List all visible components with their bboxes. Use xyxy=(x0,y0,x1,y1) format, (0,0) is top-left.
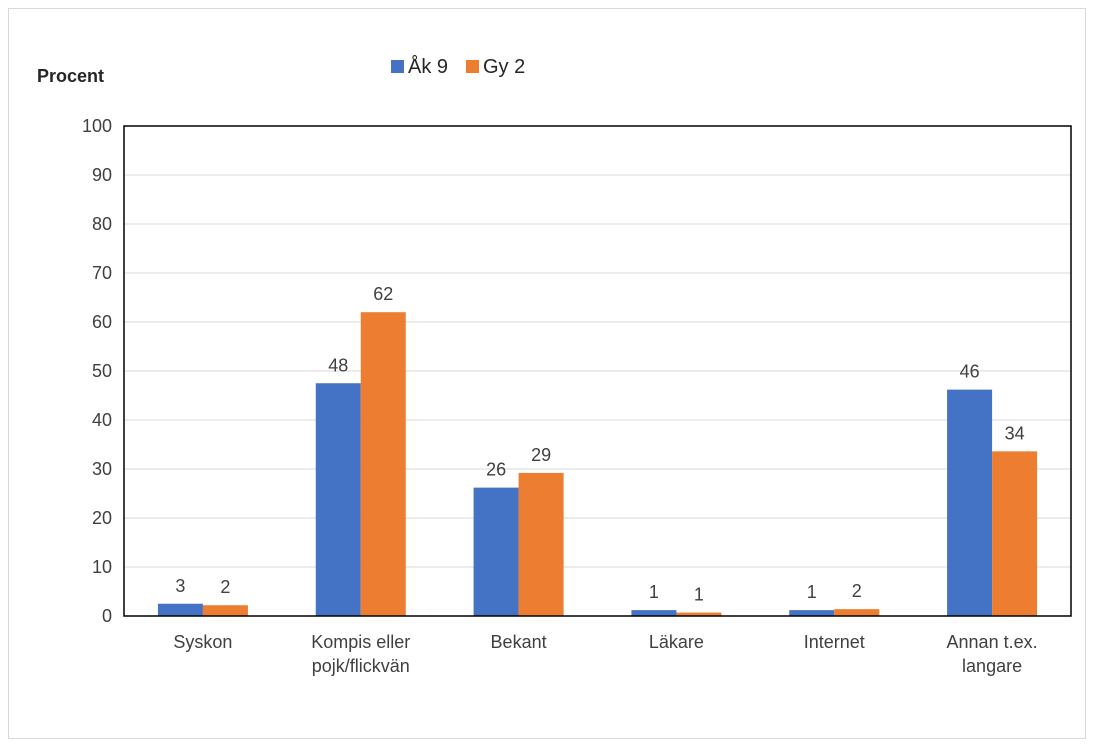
bar xyxy=(315,383,361,616)
data-label: 48 xyxy=(328,355,348,375)
y-tick-label: 40 xyxy=(92,410,112,430)
y-tick-label: 60 xyxy=(92,312,112,332)
y-tick-label: 10 xyxy=(92,557,112,577)
data-label: 1 xyxy=(807,582,817,602)
category-label: pojk/flickvän xyxy=(312,656,410,676)
bar xyxy=(360,312,406,616)
category-label: Syskon xyxy=(173,632,232,652)
legend-swatch xyxy=(391,60,404,73)
data-label: 46 xyxy=(960,362,980,382)
bar xyxy=(789,610,835,616)
y-axis-ticks: 0 10 20 30 40 50 60 70 80 90 100 xyxy=(82,116,112,626)
bar xyxy=(834,609,880,616)
data-label: 3 xyxy=(175,576,185,596)
y-tick-label: 30 xyxy=(92,459,112,479)
bar xyxy=(992,451,1038,616)
chart-frame: Procent Åk 9 Gy 2 0 10 20 30 40 50 60 70 80 90 100 … xyxy=(8,8,1086,739)
bar xyxy=(676,612,722,616)
y-tick-label: 20 xyxy=(92,508,112,528)
bar xyxy=(202,605,248,616)
y-tick-label: 0 xyxy=(102,606,112,626)
data-label: 29 xyxy=(531,445,551,465)
category-label: Internet xyxy=(804,632,865,652)
data-label: 2 xyxy=(852,581,862,601)
data-label: 26 xyxy=(486,460,506,480)
legend-label: Gy 2 xyxy=(483,56,525,78)
data-label: 62 xyxy=(373,284,393,304)
y-tick-label: 80 xyxy=(92,214,112,234)
bar xyxy=(157,603,203,616)
bar xyxy=(631,610,677,616)
y-tick-label: 50 xyxy=(92,361,112,381)
data-labels: 3 2 48 62 26 29 1 1 1 2 46 34 xyxy=(175,284,1024,604)
legend-swatch xyxy=(466,60,479,73)
data-label: 1 xyxy=(694,585,704,605)
legend: Åk 9 Gy 2 xyxy=(391,55,525,78)
y-axis-title: Procent xyxy=(37,66,104,86)
bar xyxy=(473,487,519,616)
legend-label: Åk 9 xyxy=(408,55,448,78)
y-tick-label: 70 xyxy=(92,263,112,283)
bar xyxy=(947,389,993,616)
category-label: Annan t.ex. xyxy=(947,632,1038,652)
bar xyxy=(518,472,564,616)
data-label: 2 xyxy=(220,577,230,597)
y-tick-label: 90 xyxy=(92,165,112,185)
bar-chart: Procent Åk 9 Gy 2 0102030405060708090100 … xyxy=(37,55,1072,676)
y-tick-label: 100 xyxy=(82,116,112,136)
category-label: Läkare xyxy=(649,632,704,652)
data-label: 1 xyxy=(649,582,659,602)
bars xyxy=(157,312,1038,616)
gridlines xyxy=(124,174,1071,568)
category-labels: Syskon Kompis eller pojk/flickvän Bekant Läk… xyxy=(173,632,1037,676)
plot-area-border xyxy=(123,125,1072,617)
category-label: Kompis eller xyxy=(311,632,410,652)
category-label: langare xyxy=(962,656,1022,676)
data-label: 34 xyxy=(1005,423,1025,443)
category-label: Bekant xyxy=(491,632,547,652)
